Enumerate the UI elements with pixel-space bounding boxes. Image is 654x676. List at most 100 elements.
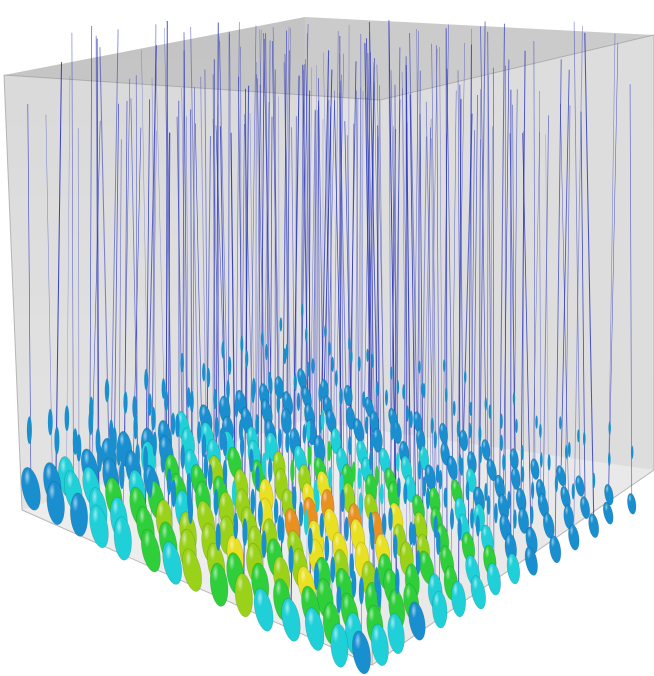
glyph-highlight (299, 466, 307, 484)
field-line (219, 126, 228, 526)
glyph-highlight (537, 480, 542, 494)
glyph-small (189, 390, 194, 413)
glyph-small (233, 512, 239, 540)
glyph-small (290, 460, 295, 483)
glyph-highlight (506, 535, 513, 552)
glyph-highlight (429, 575, 437, 597)
glyph-highlight (366, 475, 373, 493)
glyph-highlight (293, 550, 302, 573)
field-line (419, 113, 424, 541)
field-line (347, 24, 350, 386)
glyph-small (293, 373, 297, 391)
glyph-small (583, 431, 586, 446)
glyph-small (318, 384, 322, 402)
glyph-small (255, 414, 259, 435)
glyph-small (366, 348, 369, 362)
glyph-small (592, 472, 596, 489)
glyph-highlight (248, 545, 257, 569)
glyph-highlight (488, 564, 496, 584)
glyph-small (608, 452, 611, 467)
glyph-highlight (406, 565, 415, 587)
glyph-highlight (322, 490, 330, 510)
glyph-highlight (177, 492, 186, 515)
glyph-small (133, 414, 138, 440)
glyph-small (258, 500, 263, 528)
glyph-small (515, 418, 518, 433)
glyph-small (512, 391, 516, 405)
glyph-small (571, 483, 575, 500)
glyph-highlight (327, 410, 333, 425)
glyph-highlight (347, 614, 356, 640)
glyph-small (119, 461, 125, 490)
field-line (608, 43, 619, 485)
glyph-small (76, 434, 82, 462)
glyph-highlight (441, 443, 447, 457)
glyph-highlight (237, 391, 243, 407)
glyph-small (171, 412, 176, 435)
glyph-small (390, 366, 393, 380)
glyph-highlight (402, 457, 408, 473)
glyph-highlight (628, 494, 633, 507)
glyph-small (577, 429, 580, 443)
glyph-small (452, 400, 456, 416)
glyph-small (202, 363, 206, 382)
glyph-small (313, 562, 319, 590)
glyph-small (104, 378, 110, 403)
glyph-small (418, 432, 423, 452)
glyph-small (417, 460, 422, 480)
glyph-highlight (373, 626, 382, 651)
glyph-small (311, 357, 315, 375)
glyph-small (456, 420, 460, 437)
glyph-small (396, 452, 400, 472)
glyph-small (339, 388, 343, 406)
field-line (258, 84, 261, 467)
glyph-small (539, 423, 542, 438)
glyph-highlight (132, 488, 141, 513)
glyph-small (358, 492, 363, 515)
glyph-small (436, 531, 441, 555)
field-line (212, 118, 221, 484)
glyph-highlight (321, 380, 326, 393)
glyph-highlight (385, 570, 394, 593)
glyph-highlight (472, 577, 481, 597)
field-line (629, 84, 633, 494)
glyph-small (123, 391, 128, 414)
glyph-small (213, 489, 219, 516)
glyph-highlight (275, 558, 284, 582)
glyph-highlight (343, 594, 352, 619)
glyph-highlight (115, 519, 126, 545)
glyph-small (197, 421, 202, 444)
glyph-small (521, 466, 525, 483)
glyph-highlight (332, 626, 342, 652)
field-line (361, 90, 364, 444)
glyph-small (222, 432, 228, 457)
glyph-highlight (406, 476, 412, 493)
glyph-highlight (604, 503, 610, 517)
glyph-small (245, 350, 249, 368)
glyph-small (358, 577, 364, 605)
glyph-highlight (24, 469, 34, 495)
glyph-small (350, 349, 353, 364)
glyph-small (469, 401, 473, 416)
glyph-highlight (389, 483, 396, 500)
field-line (318, 78, 325, 477)
glyph-highlight (304, 587, 313, 613)
glyph-highlight (282, 409, 288, 425)
glyph-highlight (274, 452, 281, 471)
glyph-highlight (310, 541, 319, 563)
glyph-highlight (92, 506, 102, 533)
glyph-small (268, 458, 273, 482)
glyph-small (470, 508, 474, 529)
field-line (554, 59, 562, 540)
field-line (335, 53, 345, 432)
field-line (405, 64, 411, 479)
glyph-highlight (326, 510, 334, 530)
glyph-highlight (448, 457, 454, 472)
field-line (215, 22, 219, 463)
glyph-small (344, 516, 349, 542)
field-line (503, 59, 510, 497)
glyph-small (531, 481, 535, 499)
glyph-highlight (199, 502, 209, 525)
glyph-small (370, 432, 374, 451)
glyph-small (161, 378, 166, 399)
